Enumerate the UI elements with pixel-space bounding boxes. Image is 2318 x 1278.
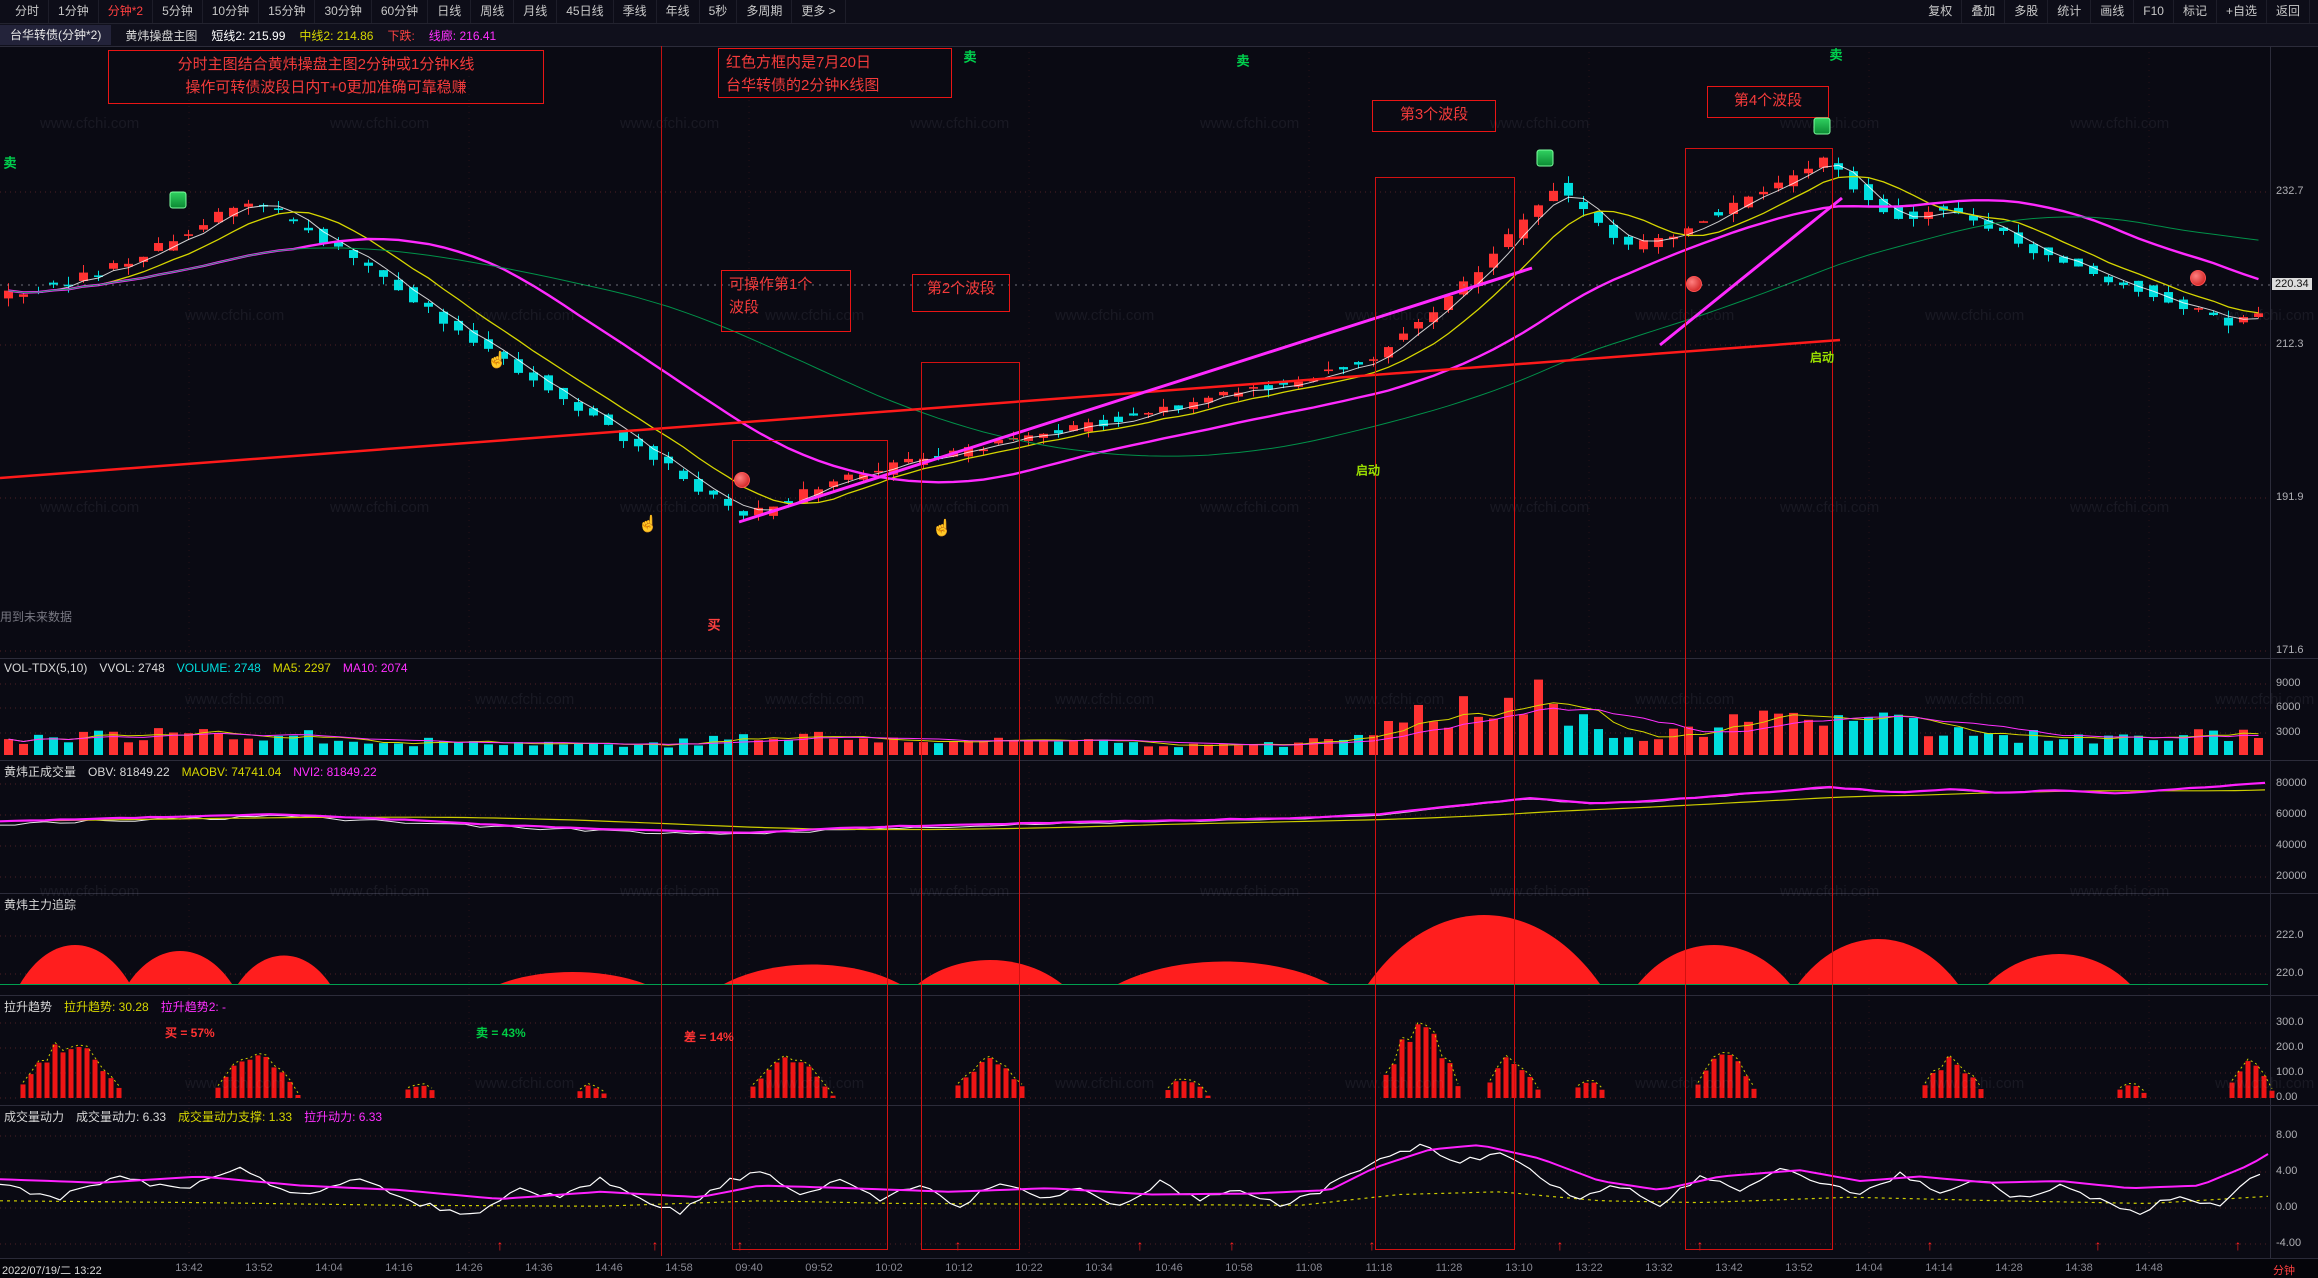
chart-titlebar: 台华转债(分钟*2) 黄炜操盘主图 短线2: 215.99 中线2: 214.86 下… [0, 24, 2318, 46]
period-button[interactable]: 分钟*2 [99, 0, 154, 23]
indicator-field: 短线2: 215.99 [211, 28, 286, 43]
date-label: 2022/07/19/二 13:22 [2, 1265, 102, 1277]
period-button[interactable]: 5分钟 [153, 0, 203, 23]
time-tick-label: 11:08 [1295, 1262, 1323, 1274]
time-tick-label: 13:42 [175, 1262, 203, 1274]
period-indicator: 分钟*2 [2273, 1265, 2295, 1277]
time-tick-label: 14:04 [315, 1262, 343, 1274]
buy-arrow-icon: ↑ [652, 1237, 659, 1253]
period-buttons: 分时 1分钟 分钟*2 5分钟 10分钟 15分钟 30分钟 60分钟 日线 周线 月线 45日线 季线… [0, 0, 1919, 23]
dongli-lines: ↑ ↑ ↑ ↑ ↑ ↑ ↑ ↑ ↑ ↑ ↑ ↑ [0, 1143, 2269, 1253]
buy-arrow-icon: ↑ [1369, 1237, 1376, 1253]
period-button[interactable]: 15分钟 [259, 0, 316, 23]
period-button[interactable]: 多周期 [737, 0, 793, 23]
time-tick-label: 13:22 [1575, 1262, 1603, 1274]
time-tick-label: 14:26 [455, 1262, 483, 1274]
candles-layer [4, 156, 2263, 522]
period-button[interactable]: 60分钟 [372, 0, 429, 23]
time-tick-label: 14:14 [1925, 1262, 1953, 1274]
time-tick-label: 14:38 [2065, 1262, 2093, 1274]
period-button[interactable]: 周线 [471, 0, 515, 23]
time-tick-label: 10:34 [1085, 1262, 1113, 1274]
time-tick-label: 11:18 [1365, 1262, 1393, 1274]
time-tick-label: 09:40 [735, 1262, 763, 1274]
toolbar-action-button[interactable]: F10 [2134, 0, 2174, 23]
time-tick-label: 10:58 [1225, 1262, 1253, 1274]
period-button[interactable]: 30分钟 [315, 0, 372, 23]
toolbar-action-button[interactable]: 统计 [2048, 0, 2092, 23]
buy-arrow-icon: ↑ [1927, 1237, 1934, 1253]
buy-arrow-icon: ↑ [955, 1237, 962, 1253]
buy-arrow-icon: ↑ [2095, 1237, 2102, 1253]
buy-arrow-icon: ↑ [1137, 1237, 1144, 1253]
time-tick-label: 14:36 [525, 1262, 553, 1274]
time-tick-label: 14:04 [1855, 1262, 1883, 1274]
period-button[interactable]: 月线 [514, 0, 558, 23]
time-tick-label: 10:22 [1015, 1262, 1043, 1274]
time-tick-label: 14:58 [665, 1262, 693, 1274]
indicator-field: 黄炜操盘主图 [125, 28, 198, 43]
time-tick-label: 11:28 [1435, 1262, 1463, 1274]
period-button[interactable]: 更多 > [792, 0, 846, 23]
indicator-field: 线廊: 216.41 [428, 28, 497, 43]
toolbar-action-button[interactable]: 叠加 [1962, 0, 2006, 23]
toolbar-action-button[interactable]: 画线 [2091, 0, 2135, 23]
buy-arrow-icon: ↑ [1697, 1237, 1704, 1253]
toolbar-action-button[interactable]: +自选 [2217, 0, 2267, 23]
indicator-field: 中线2: 214.86 [299, 28, 374, 43]
symbol-tab[interactable]: 台华转债(分钟*2) [0, 25, 112, 45]
time-tick-label: 10:12 [945, 1262, 973, 1274]
time-tick-label: 14:46 [595, 1262, 623, 1274]
period-button[interactable]: 1分钟 [49, 0, 99, 23]
ma-lines [8, 164, 2259, 511]
toolbar-action-button[interactable]: 返回 [2267, 0, 2310, 23]
main-indicator-header: 黄炜操盘主图 短线2: 215.99 中线2: 214.86 下跌: 线廊: 216.… [125, 27, 510, 44]
buy-arrow-icon: ↑ [1557, 1237, 1564, 1253]
period-button[interactable]: 年线 [657, 0, 700, 23]
toolbar-action-button[interactable]: 复权 [1919, 0, 1963, 23]
time-tick-label: 14:28 [1995, 1262, 2023, 1274]
period-button[interactable]: 分时 [6, 0, 50, 23]
buy-arrow-icon: ↑ [497, 1237, 504, 1253]
indicator-field: 下跌: [387, 28, 415, 43]
buy-arrow-icon: ↑ [2235, 1237, 2242, 1253]
time-tick-label: 13:52 [245, 1262, 273, 1274]
toolbar-actions: 复权 叠加 多股 统计 画线 F10 标记 +自选 返回 [1919, 0, 2318, 23]
buy-arrow-icon: ↑ [1229, 1237, 1236, 1253]
lasheng-bars [20, 1021, 2275, 1098]
toolbar-action-button[interactable]: 多股 [2005, 0, 2049, 23]
obv-lines [0, 781, 2266, 835]
time-tick-label: 13:10 [1505, 1262, 1533, 1274]
time-tick-label: 10:02 [875, 1262, 903, 1274]
period-button[interactable]: 季线 [614, 0, 657, 23]
buy-arrow-icon: ↑ [737, 1237, 744, 1253]
period-button[interactable]: 45日线 [557, 0, 614, 23]
period-button[interactable]: 5秒 [700, 0, 738, 23]
time-tick-label: 13:32 [1645, 1262, 1673, 1274]
grid-layer [0, 46, 2318, 1258]
time-tick-label: 13:52 [1785, 1262, 1813, 1274]
volume-bars [4, 679, 2263, 755]
time-tick-label: 10:46 [1155, 1262, 1183, 1274]
time-tick-label: 13:42 [1715, 1262, 1743, 1274]
time-tick-label: 14:16 [385, 1262, 413, 1274]
zhuli-area [0, 915, 2268, 985]
period-button[interactable]: 10分钟 [203, 0, 260, 23]
period-button[interactable]: 日线 [428, 0, 472, 23]
toolbar-action-button[interactable]: 标记 [2174, 0, 2217, 23]
time-tick-label: 09:52 [805, 1262, 833, 1274]
time-axis: 2022/07/19/二 13:22 13:42 13:52 14:04 14:16 1… [0, 1258, 2318, 1278]
time-tick-label: 14:48 [2135, 1262, 2163, 1274]
trend-lines [0, 196, 2270, 524]
period-toolbar: 分时 1分钟 分钟*2 5分钟 10分钟 15分钟 30分钟 60分钟 日线 周线 月线 45日线 季线… [0, 0, 2318, 24]
